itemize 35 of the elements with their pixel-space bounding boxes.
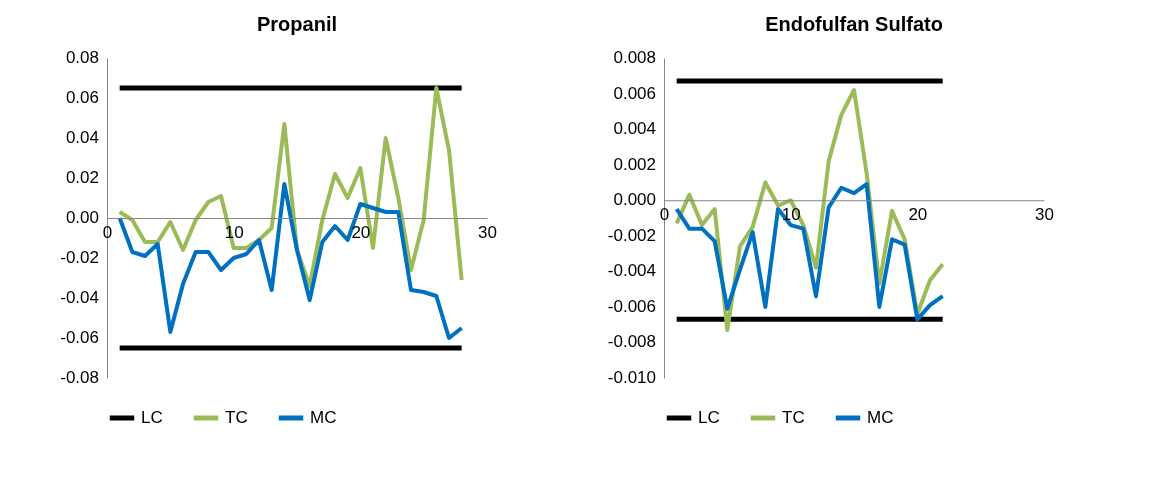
y-tick-label: -0.04 xyxy=(60,288,99,307)
legend-label: TC xyxy=(225,408,248,427)
y-tick-label: 0.04 xyxy=(65,128,99,147)
y-tick-label: -0.004 xyxy=(607,261,656,281)
y-tick-label: -0.08 xyxy=(60,368,99,387)
chart-title: Endofulfan Sulfato xyxy=(765,13,943,35)
x-tick-label: 30 xyxy=(1035,204,1054,224)
x-tick-label: 30 xyxy=(478,222,497,242)
y-tick-label: 0.002 xyxy=(613,154,656,174)
y-tick-label: 0.00 xyxy=(65,208,99,227)
line-series xyxy=(674,182,945,322)
y-tick-label: -0.02 xyxy=(60,248,99,267)
legend-label: LC xyxy=(698,408,720,427)
y-tick-label: -0.010 xyxy=(607,368,656,387)
y-tick-label: 0.006 xyxy=(613,83,656,103)
x-tick-label: 0 xyxy=(659,204,670,224)
y-tick-label: 0.008 xyxy=(613,48,656,67)
y-tick-label: -0.008 xyxy=(607,332,656,352)
legend-label: MC xyxy=(310,408,337,427)
line-series xyxy=(117,86,464,288)
chart-title: Propanil xyxy=(256,13,338,35)
y-tick-label: 0.004 xyxy=(613,119,656,139)
y-tick-label: 0.000 xyxy=(613,190,656,210)
legend-label: TC xyxy=(782,408,805,427)
y-tick-label: 0.08 xyxy=(65,48,99,67)
y-tick-label: 0.06 xyxy=(65,88,99,107)
x-tick-label: 20 xyxy=(908,204,928,224)
line-series xyxy=(117,182,464,340)
legend-label: MC xyxy=(867,408,894,427)
legend-label: LC xyxy=(141,408,163,427)
y-tick-label: 0.02 xyxy=(65,168,99,187)
x-tick-label: 0 xyxy=(102,222,113,242)
y-tick-label: -0.06 xyxy=(60,328,99,347)
y-tick-label: -0.006 xyxy=(607,296,656,316)
y-tick-label: -0.002 xyxy=(607,225,656,245)
